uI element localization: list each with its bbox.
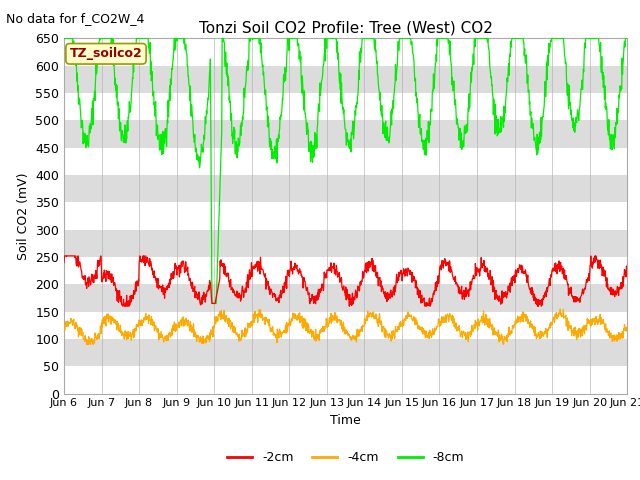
Bar [64,148,627,175]
Bar [64,38,627,66]
Bar [64,257,627,284]
Bar [64,284,627,312]
Bar [64,175,627,203]
Bar [64,120,627,148]
Bar [64,312,627,339]
Bar [64,66,627,93]
X-axis label: Time: Time [330,414,361,427]
Legend: -2cm, -4cm, -8cm: -2cm, -4cm, -8cm [222,446,469,469]
Bar [64,93,627,120]
Text: No data for f_CO2W_4: No data for f_CO2W_4 [6,12,145,25]
Bar [64,203,627,229]
Bar [64,339,627,366]
Bar [64,229,627,257]
Y-axis label: Soil CO2 (mV): Soil CO2 (mV) [17,172,29,260]
Text: TZ_soilco2: TZ_soilco2 [70,47,142,60]
Title: Tonzi Soil CO2 Profile: Tree (West) CO2: Tonzi Soil CO2 Profile: Tree (West) CO2 [198,21,493,36]
Bar [64,366,627,394]
